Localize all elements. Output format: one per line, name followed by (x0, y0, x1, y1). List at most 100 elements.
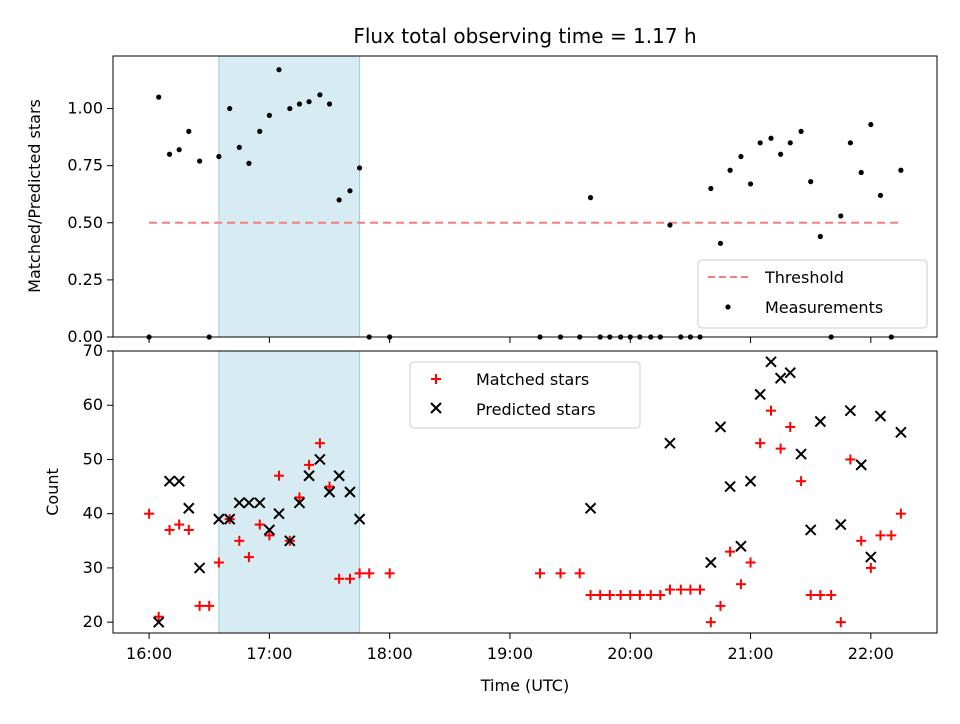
matched-star-point (735, 579, 746, 590)
predicted-star-point (193, 562, 206, 574)
measurement-point (817, 233, 823, 240)
predicted-star-point (754, 388, 766, 401)
measurement-point (227, 105, 233, 112)
predicted-star-point (804, 524, 817, 536)
matched-star-point (685, 584, 696, 595)
bottom-y-tick-label: 70 (83, 341, 103, 360)
top-legend-box (697, 259, 928, 329)
bottom-y-tick-label: 50 (83, 449, 103, 468)
measurement-point (587, 195, 594, 201)
top-y-tick-label: 1.00 (67, 99, 103, 118)
predicted-star-point (724, 480, 736, 493)
bottom-y-tick-label: 30 (83, 558, 103, 577)
measurement-point (276, 67, 282, 73)
matched-star-point (765, 405, 776, 416)
bottom-x-tick-label: 19:00 (487, 644, 533, 663)
predicted-star-point (855, 459, 867, 471)
predicted-star-point (774, 372, 787, 384)
matched-star-point (183, 524, 194, 535)
top-y-tick-label: 0.75 (67, 156, 103, 175)
predicted-star-point (664, 437, 676, 449)
matched-star-point (535, 568, 546, 579)
matched-star-point (144, 508, 155, 519)
matched-star-point (314, 438, 325, 449)
measurement-point (667, 222, 673, 228)
measurement-point (306, 99, 312, 105)
predicted-star-point (293, 497, 306, 509)
matched-star-point (745, 557, 756, 568)
predicted-star-point (784, 366, 796, 379)
predicted-star-point (213, 513, 225, 525)
bottom-y-tick-label: 40 (83, 504, 103, 523)
bottom-legend-box (409, 361, 641, 429)
predicted-star-point (584, 502, 597, 514)
top-y-axis-label: Matched/Predicted stars (25, 99, 44, 293)
matched-star-point (664, 584, 675, 595)
predicted-star-point (744, 475, 757, 487)
legend-matched-marker (431, 374, 441, 384)
matched-star-point (655, 590, 666, 601)
top-legend: Threshold Measurements (697, 259, 928, 329)
measurement-point (727, 167, 733, 173)
predicted-star-point (243, 497, 255, 509)
measurement-point (176, 147, 182, 153)
measurement-point (847, 140, 853, 146)
matched-star-point (354, 568, 365, 579)
matched-star-point (886, 530, 897, 541)
predicted-star-point (705, 556, 717, 569)
measurement-point (747, 181, 754, 187)
matched-star-point (715, 600, 726, 611)
matched-star-point (705, 617, 716, 628)
measurement-point (266, 112, 272, 118)
measurement-point (216, 153, 222, 160)
predicted-star-point (844, 404, 857, 417)
measurement-point (356, 165, 363, 171)
predicted-star-point (323, 486, 336, 498)
measurement-point (778, 151, 784, 157)
top-y-tick-label: 0.25 (67, 270, 103, 289)
matched-star-point (304, 459, 315, 470)
matched-star-point (153, 611, 164, 622)
predicted-star-point (714, 421, 727, 433)
measurement-point (236, 144, 242, 150)
matched-star-point (194, 600, 205, 611)
matched-star-point (174, 519, 185, 530)
measurement-point (798, 128, 804, 134)
top-y-tick-label: 0.50 (67, 213, 103, 232)
predicted-star-point (273, 507, 285, 520)
measurement-point (296, 101, 303, 107)
matched-star-point (274, 470, 285, 481)
top-y-tick-label: 0.00 (67, 327, 103, 346)
measurement-point (858, 169, 864, 176)
matched-star-point (835, 617, 846, 628)
measurement-point (787, 140, 793, 146)
matched-star-point (725, 546, 736, 557)
matched-star-point (254, 519, 265, 530)
legend-measurements-label: Measurements (765, 298, 883, 317)
matched-star-point (334, 573, 345, 584)
measurement-point (336, 197, 342, 203)
bottom-x-tick-label: 21:00 (727, 644, 773, 663)
matched-star-point (785, 421, 796, 432)
measurement-point (326, 101, 333, 107)
predicted-star-point (303, 470, 315, 482)
predicted-star-point (254, 497, 266, 509)
matched-star-point (344, 573, 355, 584)
measurement-point (166, 151, 173, 157)
measurement-point (287, 105, 293, 112)
measurement-point (347, 188, 353, 194)
measurement-point (768, 135, 774, 141)
matched-star-point (364, 568, 375, 579)
bottom-x-tick-label: 16:00 (126, 644, 172, 663)
measurement-point (708, 185, 714, 192)
bottom-legend: Matched stars Predicted stars (409, 361, 641, 429)
matched-star-point (826, 590, 837, 601)
bottom-x-tick-label: 22:00 (848, 644, 894, 663)
matched-star-point (856, 535, 867, 546)
predicted-star-point (163, 475, 176, 487)
matched-star-point (555, 568, 566, 579)
bottom-x-axis-label: Time (UTC) (480, 676, 569, 695)
predicted-star-point (735, 540, 747, 552)
matched-star-point (294, 492, 305, 503)
